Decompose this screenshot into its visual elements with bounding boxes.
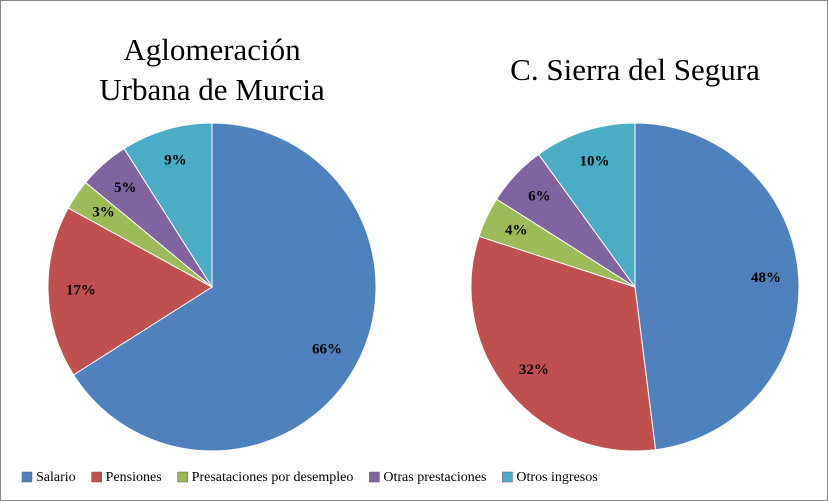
value-label: 66% [312,342,342,358]
legend-label: Salario [36,470,76,485]
legend-swatch [177,471,188,483]
legend-swatch [502,471,513,483]
legend-swatch [21,471,33,483]
value-label: 5% [114,180,137,196]
legend-swatch [369,471,380,483]
legend-swatch [91,471,102,483]
value-label: 3% [92,205,115,221]
value-label: 4% [505,223,528,239]
legend-label: Presataciones por desempleo [192,470,354,485]
value-label: 32% [519,362,549,378]
legend-label: Otros ingresos [516,470,597,485]
pie-slice [537,122,636,289]
chart-title: C. Sierra del Segura [510,52,760,87]
legend-label: Pensiones [106,470,162,485]
chart-title: Aglomeración [123,32,301,67]
pie-slice [72,122,377,452]
value-label: 9% [164,152,187,168]
pie-slice [123,122,213,289]
pie-slice [47,207,213,376]
value-label: 17% [66,283,96,299]
legend-label: Otras prestaciones [383,470,486,485]
chart-title: Urbana de Murcia [99,72,325,107]
value-label: 10% [579,154,609,170]
pie-slice [470,235,657,452]
value-label: 48% [751,270,781,286]
pie-slice [634,122,800,451]
value-label: 6% [528,189,551,205]
